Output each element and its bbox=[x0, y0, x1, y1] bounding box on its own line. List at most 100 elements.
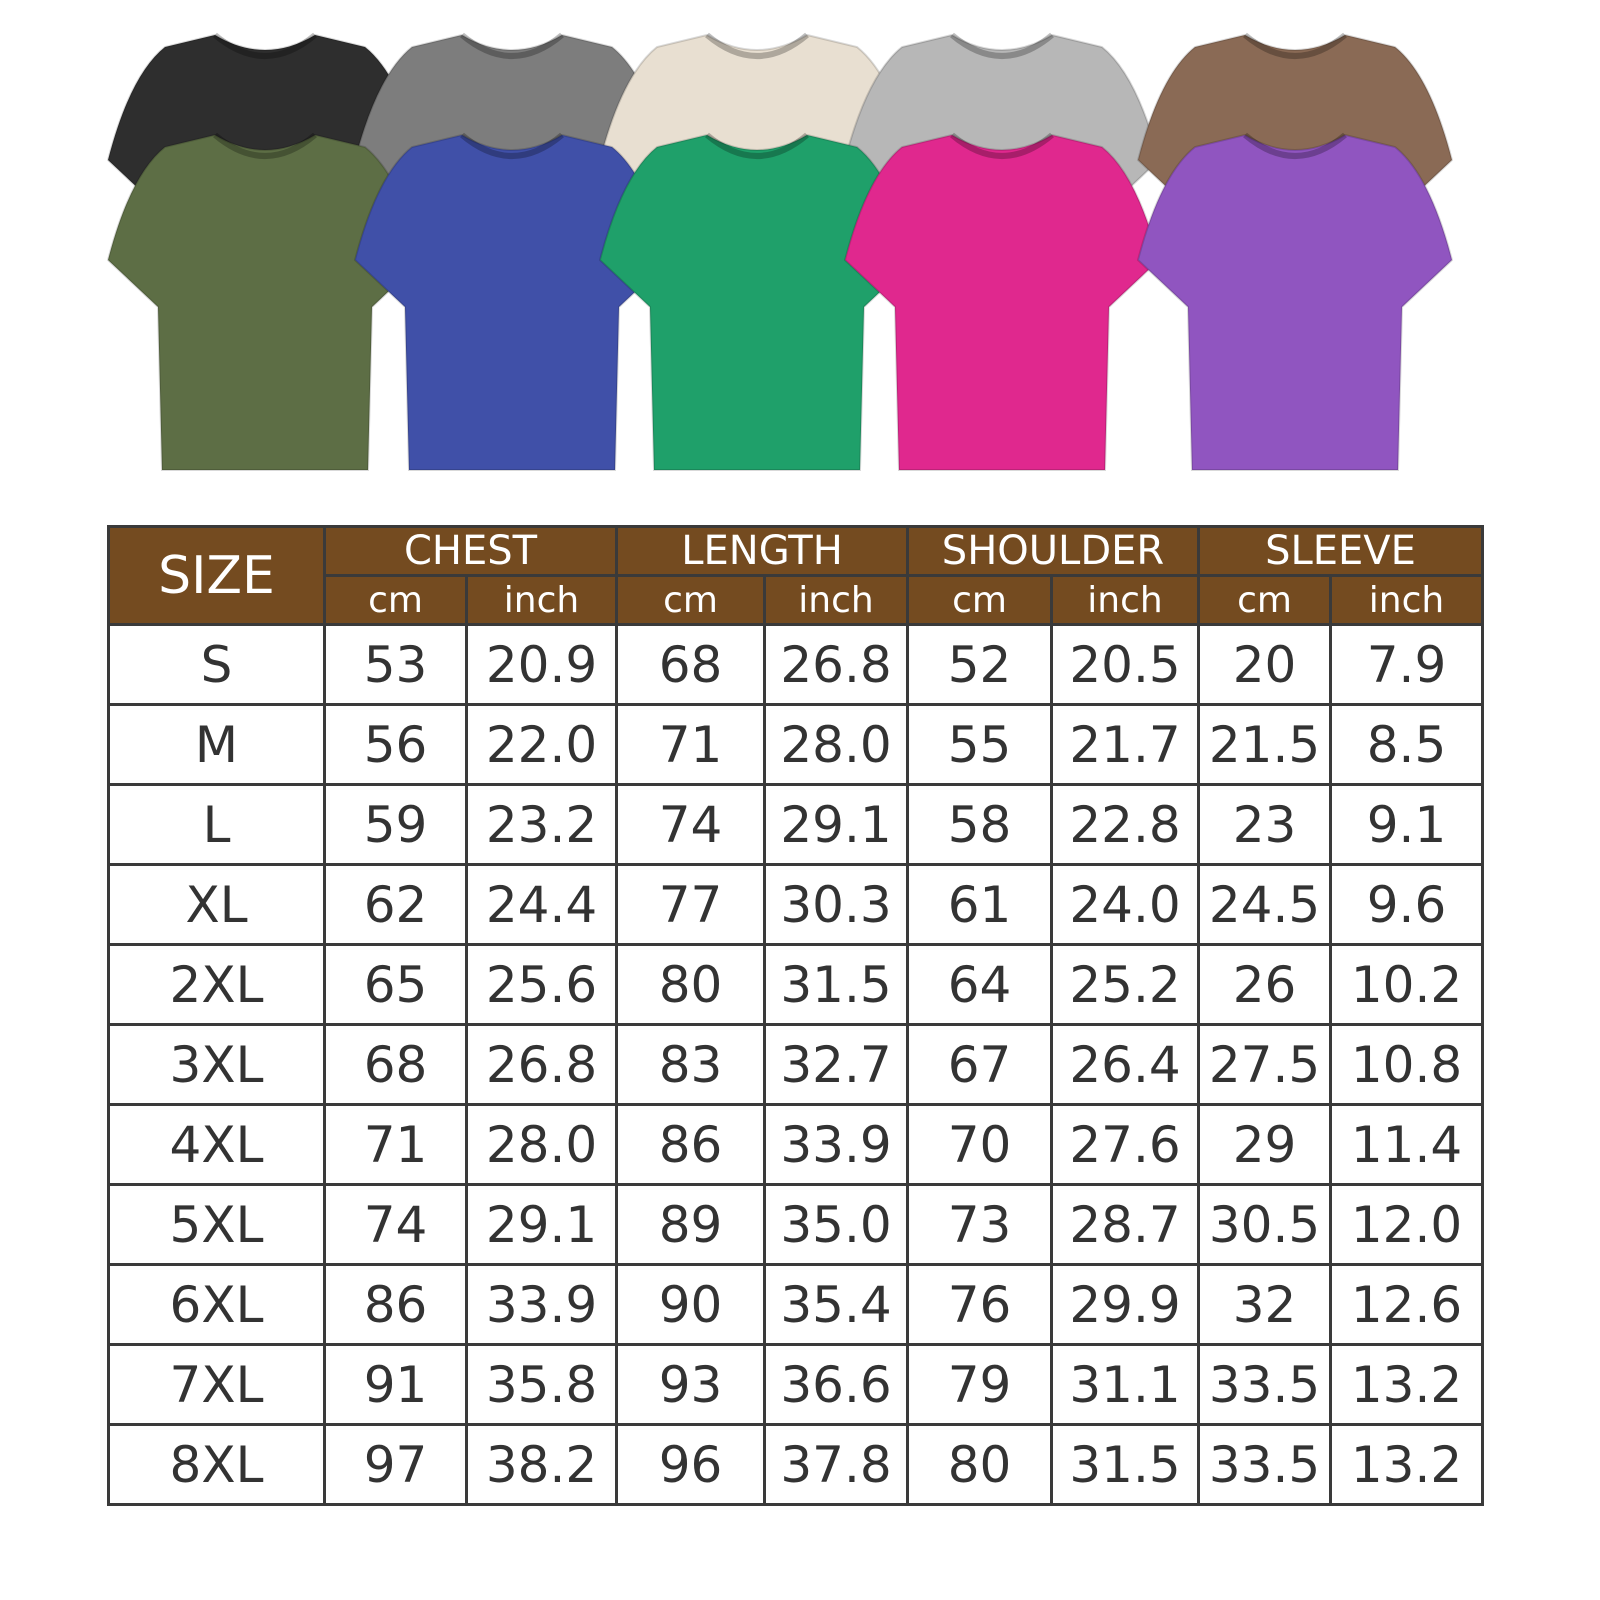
table-row: 5XL 74 29.1 89 35.0 73 28.7 30.5 12.0 bbox=[107, 1183, 1484, 1266]
measurement-cell: 97 bbox=[323, 1423, 468, 1506]
measurement-cell: 36.6 bbox=[763, 1343, 909, 1426]
measurement-cell: 64 bbox=[906, 943, 1053, 1026]
measurement-cell: 80 bbox=[615, 943, 766, 1026]
measurement-cell: 38.2 bbox=[465, 1423, 618, 1506]
measurement-cell: 89 bbox=[615, 1183, 766, 1266]
measurement-cell: 8.5 bbox=[1329, 703, 1484, 786]
unit-header: inch bbox=[1050, 574, 1200, 626]
unit-header: inch bbox=[1329, 574, 1484, 626]
measurement-cell: 21.7 bbox=[1050, 703, 1200, 786]
measurement-cell: 10.2 bbox=[1329, 943, 1484, 1026]
table-row: 3XL 68 26.8 83 32.7 67 26.4 27.5 10.8 bbox=[107, 1023, 1484, 1106]
measurement-cell: 26.8 bbox=[465, 1023, 618, 1106]
measurement-cell: 26 bbox=[1197, 943, 1332, 1026]
shirt-front-2 bbox=[598, 132, 916, 471]
measurement-cell: 24.0 bbox=[1050, 863, 1200, 946]
measurement-cell: 62 bbox=[323, 863, 468, 946]
measurement-cell: 12.6 bbox=[1329, 1263, 1484, 1346]
measurement-cell: 25.6 bbox=[465, 943, 618, 1026]
measurement-cell: 68 bbox=[323, 1023, 468, 1106]
measurement-cell: 27.5 bbox=[1197, 1023, 1332, 1106]
table-row: M 56 22.0 71 28.0 55 21.7 21.5 8.5 bbox=[107, 703, 1484, 786]
table-row: 6XL 86 33.9 90 35.4 76 29.9 32 12.6 bbox=[107, 1263, 1484, 1346]
measurement-cell: 31.1 bbox=[1050, 1343, 1200, 1426]
measurement-cell: 71 bbox=[323, 1103, 468, 1186]
table-row: 7XL 91 35.8 93 36.6 79 31.1 33.5 13.2 bbox=[107, 1343, 1484, 1426]
size-cell: 7XL bbox=[107, 1343, 326, 1426]
measurement-cell: 90 bbox=[615, 1263, 766, 1346]
measurement-cell: 22.8 bbox=[1050, 783, 1200, 866]
measurement-cell: 21.5 bbox=[1197, 703, 1332, 786]
measurement-cell: 35.4 bbox=[763, 1263, 909, 1346]
measurement-cell: 20.5 bbox=[1050, 623, 1200, 706]
sleeve-header: SLEEVE bbox=[1197, 525, 1484, 577]
measurement-cell: 29 bbox=[1197, 1103, 1332, 1186]
table-row: S 53 20.9 68 26.8 52 20.5 20 7.9 bbox=[107, 623, 1484, 706]
shirt-front-1 bbox=[353, 132, 671, 471]
measurement-cell: 11.4 bbox=[1329, 1103, 1484, 1186]
unit-header: inch bbox=[465, 574, 618, 626]
size-cell: S bbox=[107, 623, 326, 706]
measurement-cell: 29.9 bbox=[1050, 1263, 1200, 1346]
size-cell: 6XL bbox=[107, 1263, 326, 1346]
measurement-cell: 96 bbox=[615, 1423, 766, 1506]
measurement-cell: 32 bbox=[1197, 1263, 1332, 1346]
measurement-cell: 29.1 bbox=[763, 783, 909, 866]
measurement-cell: 13.2 bbox=[1329, 1343, 1484, 1426]
unit-header: cm bbox=[323, 574, 468, 626]
shirt-color-options bbox=[106, 32, 1454, 471]
table-row: 8XL 97 38.2 96 37.8 80 31.5 33.5 13.2 bbox=[107, 1423, 1484, 1506]
measurement-cell: 35.0 bbox=[763, 1183, 909, 1266]
measurement-cell: 31.5 bbox=[763, 943, 909, 1026]
size-cell: XL bbox=[107, 863, 326, 946]
table-row: 2XL 65 25.6 80 31.5 64 25.2 26 10.2 bbox=[107, 943, 1484, 1026]
measurement-cell: 79 bbox=[906, 1343, 1053, 1426]
measurement-cell: 67 bbox=[906, 1023, 1053, 1106]
measurement-cell: 26.8 bbox=[763, 623, 909, 706]
measurement-cell: 25.2 bbox=[1050, 943, 1200, 1026]
measurement-cell: 53 bbox=[323, 623, 468, 706]
shirt-front-3 bbox=[843, 132, 1161, 471]
size-cell: 3XL bbox=[107, 1023, 326, 1106]
unit-header: cm bbox=[1197, 574, 1332, 626]
table-row: 4XL 71 28.0 86 33.9 70 27.6 29 11.4 bbox=[107, 1103, 1484, 1186]
size-chart-table: SIZE CHEST LENGTH SHOULDER SLEEVE cm inch… bbox=[107, 525, 1484, 1506]
measurement-cell: 80 bbox=[906, 1423, 1053, 1506]
measurement-cell: 24.5 bbox=[1197, 863, 1332, 946]
measurement-cell: 61 bbox=[906, 863, 1053, 946]
measurement-cell: 77 bbox=[615, 863, 766, 946]
chest-header: CHEST bbox=[323, 525, 618, 577]
size-cell: M bbox=[107, 703, 326, 786]
measurement-cell: 32.7 bbox=[763, 1023, 909, 1106]
measurement-cell: 65 bbox=[323, 943, 468, 1026]
measurement-cell: 12.0 bbox=[1329, 1183, 1484, 1266]
measurement-cell: 30.3 bbox=[763, 863, 909, 946]
measurement-cell: 13.2 bbox=[1329, 1423, 1484, 1506]
measurement-cell: 86 bbox=[323, 1263, 468, 1346]
shirt-front-0 bbox=[106, 132, 424, 471]
unit-header: inch bbox=[763, 574, 909, 626]
measurement-cell: 33.9 bbox=[465, 1263, 618, 1346]
measurement-cell: 7.9 bbox=[1329, 623, 1484, 706]
measurement-cell: 91 bbox=[323, 1343, 468, 1426]
size-cell: 8XL bbox=[107, 1423, 326, 1506]
measurement-cell: 55 bbox=[906, 703, 1053, 786]
measurement-cell: 74 bbox=[615, 783, 766, 866]
shoulder-header: SHOULDER bbox=[906, 525, 1200, 577]
measurement-cell: 24.4 bbox=[465, 863, 618, 946]
measurement-cell: 70 bbox=[906, 1103, 1053, 1186]
measurement-cell: 23.2 bbox=[465, 783, 618, 866]
measurement-cell: 33.9 bbox=[763, 1103, 909, 1186]
measurement-cell: 86 bbox=[615, 1103, 766, 1186]
measurement-cell: 93 bbox=[615, 1343, 766, 1426]
unit-header: cm bbox=[615, 574, 766, 626]
measurement-cell: 68 bbox=[615, 623, 766, 706]
measurement-cell: 23 bbox=[1197, 783, 1332, 866]
unit-header: cm bbox=[906, 574, 1053, 626]
measurement-cell: 20 bbox=[1197, 623, 1332, 706]
size-cell: L bbox=[107, 783, 326, 866]
measurement-cell: 35.8 bbox=[465, 1343, 618, 1426]
measurement-cell: 22.0 bbox=[465, 703, 618, 786]
measurement-cell: 28.0 bbox=[465, 1103, 618, 1186]
measurement-cell: 33.5 bbox=[1197, 1343, 1332, 1426]
